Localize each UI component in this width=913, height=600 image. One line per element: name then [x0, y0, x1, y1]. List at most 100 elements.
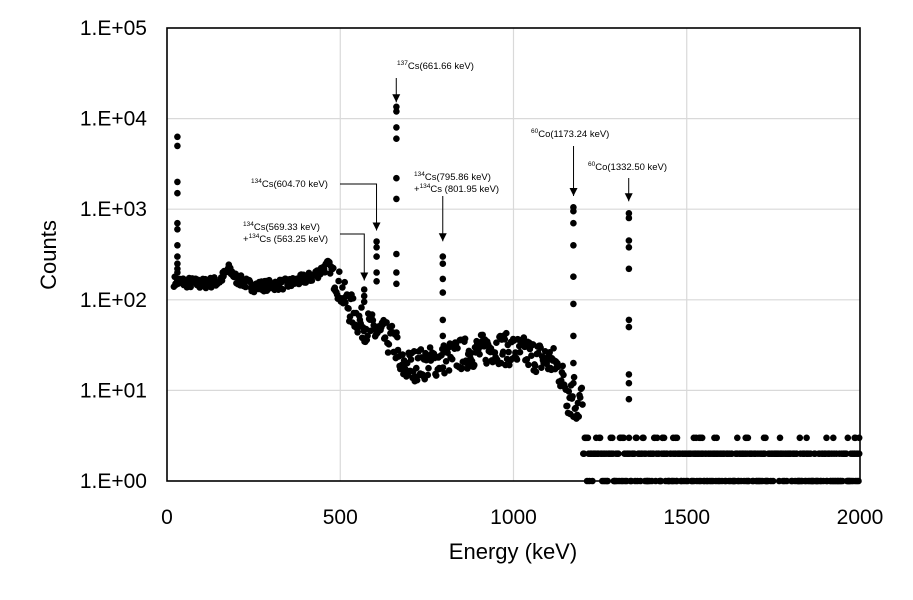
data-point [734, 434, 741, 442]
data-point [394, 333, 401, 341]
data-point [570, 332, 577, 340]
data-point [615, 450, 622, 458]
y-tick-label: 1.E+00 [80, 470, 147, 493]
peak-annotation: 134Cs(604.70 keV) [251, 178, 381, 231]
y-axis-title: Counts [36, 220, 61, 290]
data-point [843, 450, 850, 458]
annotation-label: 134Cs(569.33 keV) [243, 221, 320, 233]
data-point [673, 434, 681, 442]
data-point [532, 368, 540, 376]
data-point [523, 356, 531, 363]
data-point [823, 434, 830, 442]
annotation-label: 137Cs(661.66 keV) [397, 60, 474, 72]
data-point [653, 434, 661, 442]
annotation-label: +134Cs (563.25 keV) [243, 233, 328, 245]
data-point [336, 268, 343, 276]
x-tick-label: 0 [161, 506, 173, 529]
data-point [442, 358, 450, 365]
x-tick-labels: 0 500 1000 1500 2000 [161, 506, 883, 529]
x-tick-label: 2000 [837, 506, 884, 529]
x-axis-title: Energy (keV) [449, 539, 577, 564]
data-point [439, 275, 447, 283]
data-point [559, 362, 566, 370]
data-point [565, 388, 573, 395]
data-point [174, 253, 181, 260]
peak-annotation: 137Cs(661.66 keV) [392, 60, 474, 103]
data-point [439, 316, 447, 324]
annotation-arrow [340, 183, 378, 231]
data-point [335, 277, 342, 285]
data-point [570, 219, 577, 227]
data-point [339, 284, 346, 291]
data-point [174, 275, 181, 283]
peak-annotation: 60Co(1332.50 keV) [588, 161, 667, 202]
arrow-head-icon [438, 233, 447, 242]
y-tick-label: 1.E+03 [80, 198, 147, 221]
data-point [537, 344, 544, 352]
data-point [503, 329, 510, 337]
data-point [560, 371, 567, 379]
data-point [505, 348, 512, 356]
data-point [425, 364, 432, 372]
peak-annotations: 137Cs(661.66 keV) 134Cs(604.70 keV) 134Cs(… [243, 60, 667, 281]
data-point [364, 332, 371, 340]
y-tick-label: 1.E+04 [80, 108, 147, 131]
data-point [383, 319, 390, 326]
peak-annotation: 60Co(1173.24 keV) [531, 128, 609, 197]
data-point [174, 226, 181, 233]
data-point [776, 434, 784, 442]
data-point [345, 305, 352, 312]
data-point [461, 335, 469, 343]
data-point [394, 346, 402, 354]
data-point [330, 264, 337, 272]
data-point [570, 273, 577, 281]
data-point [174, 219, 181, 227]
arrow-head-icon [569, 188, 578, 197]
annotation-label: 60Co(1173.24 keV) [531, 128, 609, 140]
data-point [584, 434, 592, 442]
data-point [570, 379, 577, 387]
data-point [572, 404, 579, 412]
data-point [625, 214, 633, 222]
data-point [625, 265, 633, 273]
data-point [570, 373, 578, 381]
data-point [393, 174, 400, 182]
data-point [360, 286, 368, 293]
data-point [388, 322, 396, 330]
data-point [432, 372, 440, 379]
data-point [407, 356, 415, 363]
data-point [373, 253, 380, 260]
data-point [174, 189, 181, 197]
data-point [698, 434, 706, 442]
data-point [321, 269, 329, 276]
data-point [393, 250, 400, 258]
data-point [499, 348, 507, 356]
data-point [384, 349, 392, 356]
data-point [625, 244, 633, 251]
data-point [620, 434, 627, 442]
plot-frame [166, 27, 861, 482]
data-point [803, 434, 810, 442]
data-point [579, 401, 586, 408]
data-point [633, 434, 640, 442]
data-point [471, 361, 478, 369]
data-point [369, 317, 377, 324]
y-tick-label: 1.E+05 [80, 17, 147, 40]
data-point [393, 269, 400, 276]
data-point [360, 292, 368, 300]
x-tick-label: 1000 [490, 506, 537, 529]
data-point [513, 356, 521, 363]
data-point [476, 351, 483, 358]
data-point [528, 352, 535, 360]
data-point [385, 341, 393, 348]
data-point [393, 280, 400, 288]
data-point [424, 371, 432, 379]
data-point [570, 359, 577, 367]
data-point [744, 434, 752, 442]
y-tick-label: 1.E+01 [80, 379, 147, 402]
data-point [550, 345, 557, 352]
data-point [381, 334, 389, 341]
data-point [368, 311, 376, 318]
data-point [493, 339, 500, 347]
